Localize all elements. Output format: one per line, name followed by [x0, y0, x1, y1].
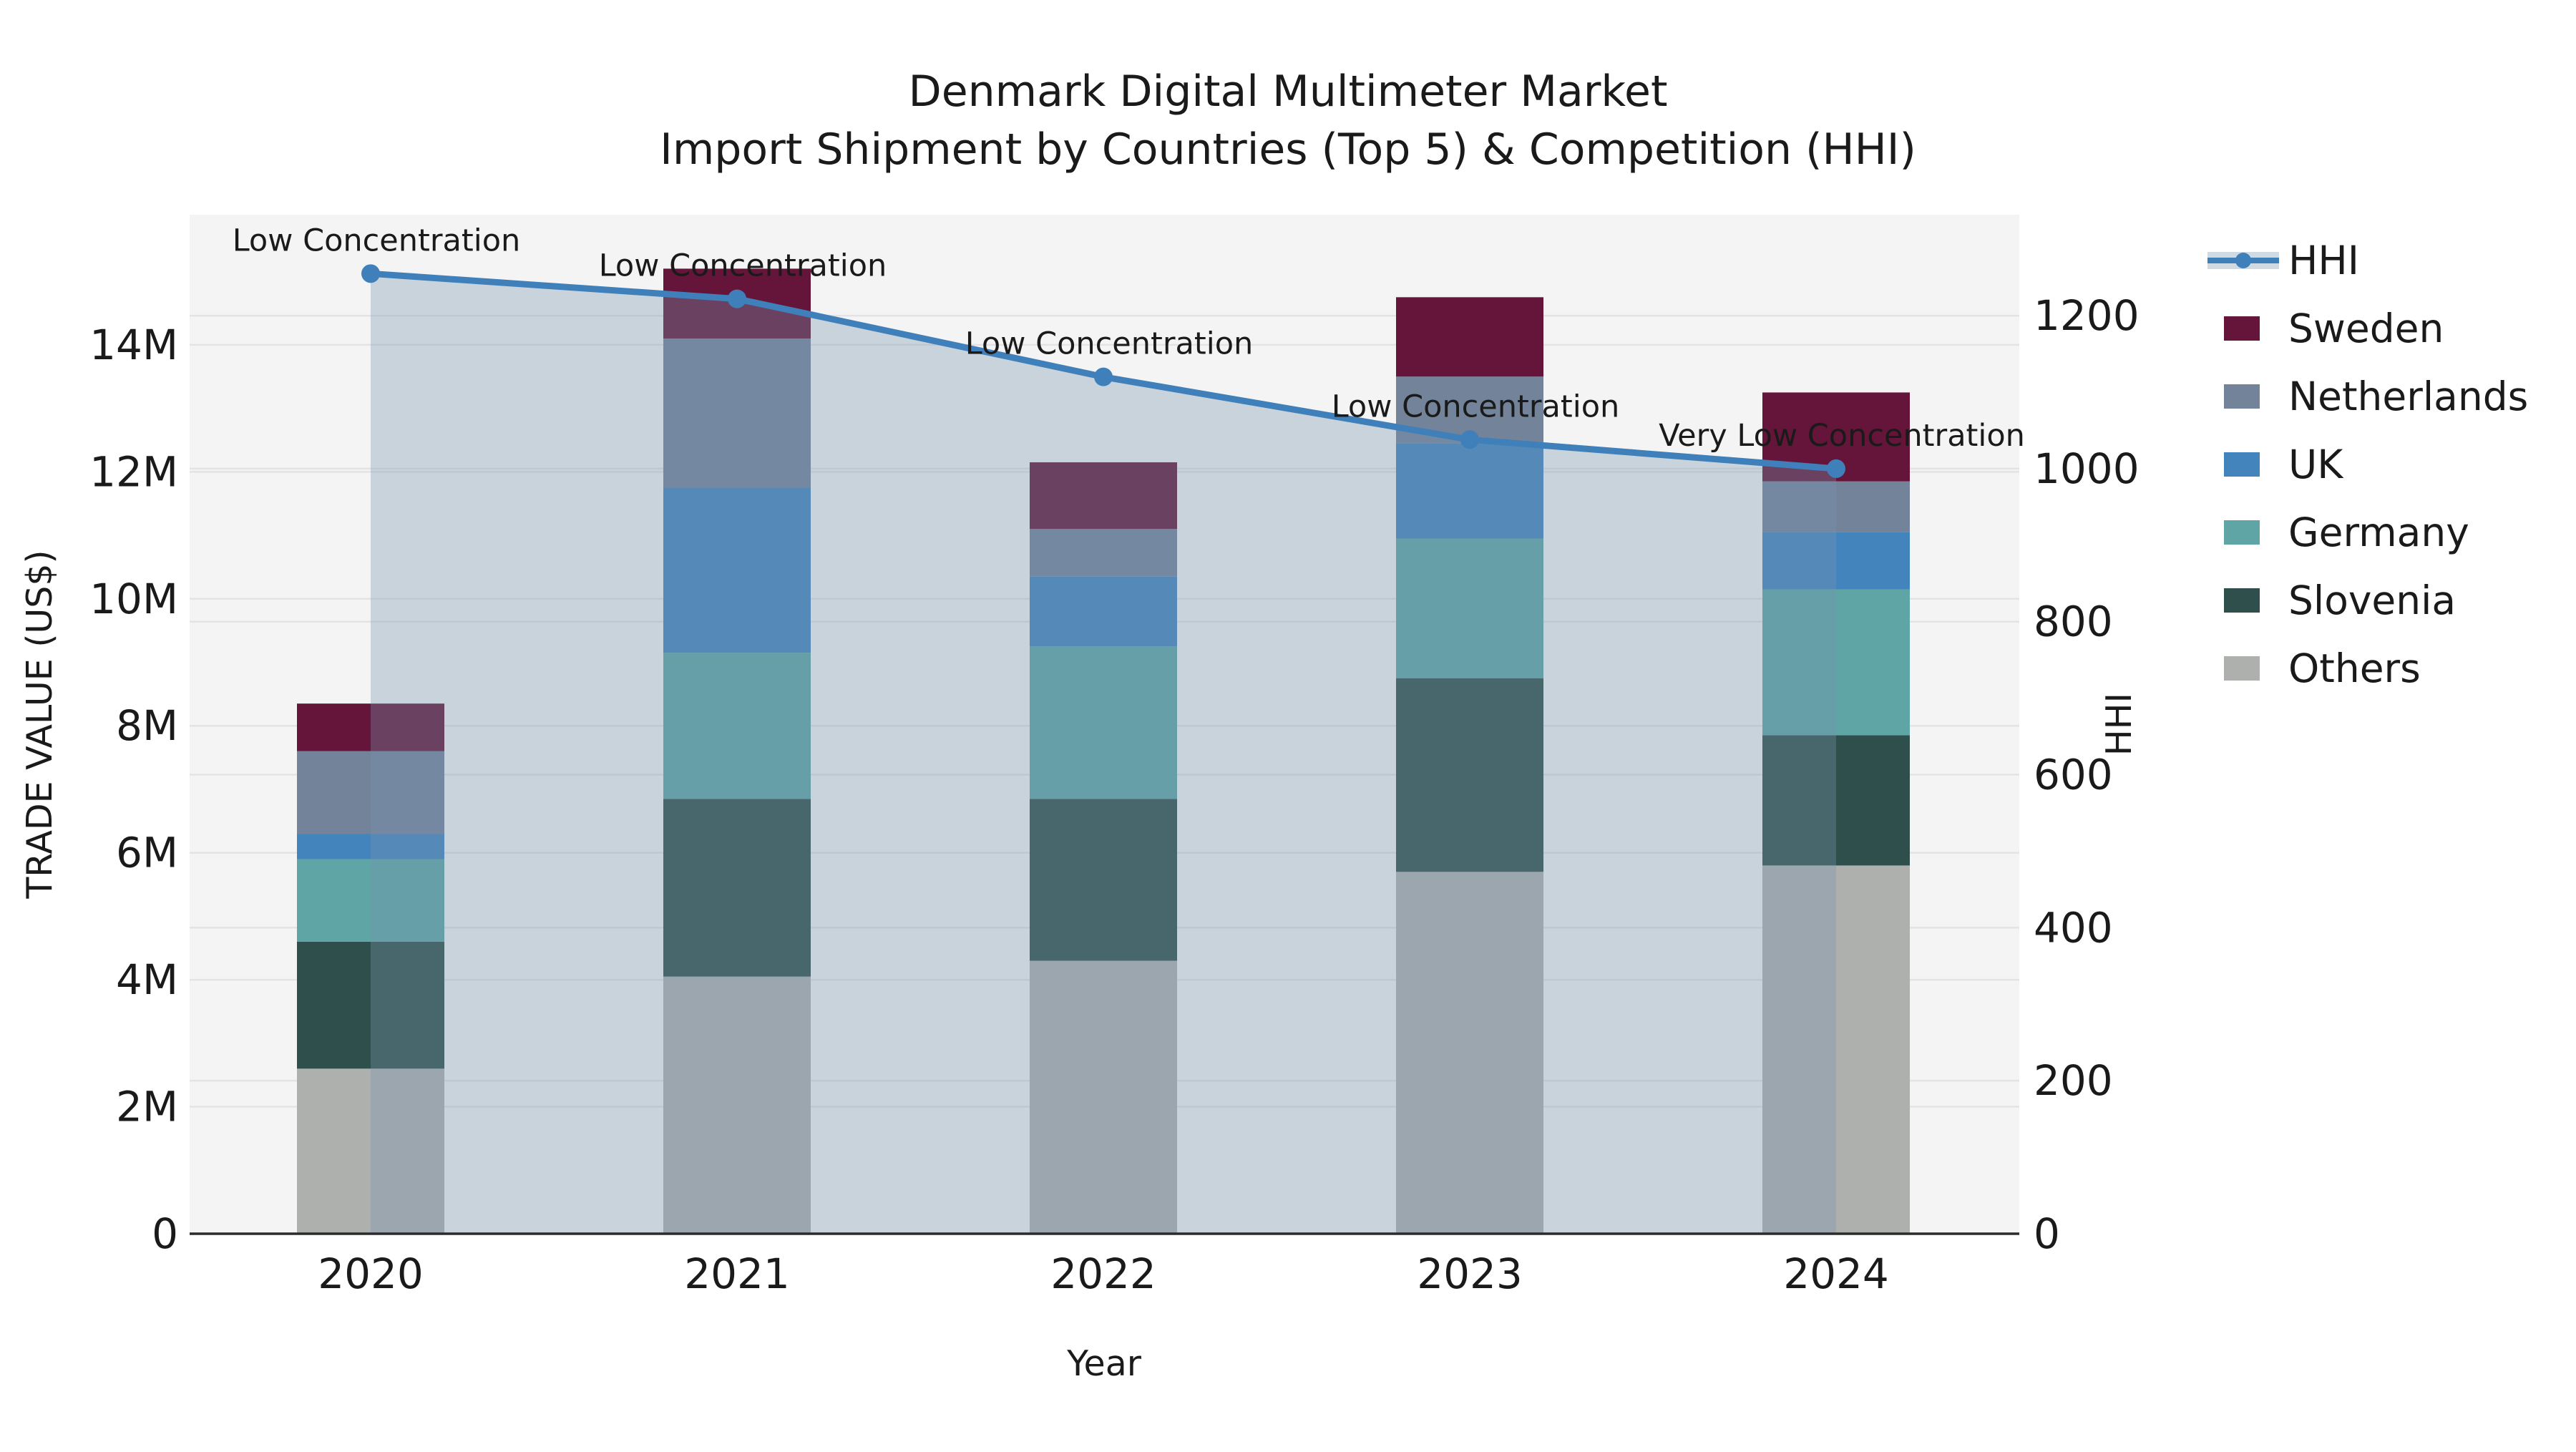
hhi-marker-2023 — [1460, 430, 1479, 449]
x-tick-2023: 2023 — [1417, 1249, 1523, 1298]
bar-segment-others-2020 — [297, 1068, 444, 1234]
legend-label-uk: UK — [2288, 442, 2344, 487]
bar-segment-others-2022 — [1030, 960, 1177, 1234]
legend-item-uk: UK — [2224, 442, 2344, 487]
legend-label-hhi: HHI — [2288, 238, 2359, 283]
annotation-2021: Low Concentration — [599, 248, 887, 284]
bar-segment-others-2023 — [1396, 872, 1543, 1234]
legend-swatch-sweden — [2224, 316, 2260, 341]
bar-segment-slovenia-2020 — [297, 941, 444, 1069]
bar-segment-netherlands-2021 — [663, 338, 811, 488]
bar-segment-uk-2023 — [1396, 443, 1543, 539]
x-tick-2020: 2020 — [318, 1249, 424, 1298]
bar-segment-uk-2022 — [1030, 576, 1177, 647]
y-left-tick-10M: 10M — [89, 575, 178, 623]
bar-segment-netherlands-2020 — [297, 751, 444, 834]
bar-segment-sweden-2022 — [1030, 462, 1177, 530]
legend-item-sweden: Sweden — [2224, 306, 2444, 351]
y-right-tick-800: 800 — [2034, 598, 2113, 646]
legend-swatch-uk — [2224, 452, 2260, 477]
bar-segment-uk-2020 — [297, 834, 444, 859]
y-axis-title-right: HHI — [2099, 693, 2140, 756]
hhi-area-fill — [371, 273, 1836, 1234]
bar-segment-sweden-2020 — [297, 703, 444, 751]
legend-swatch-netherlands — [2224, 384, 2260, 409]
bar-segment-sweden-2023 — [1396, 297, 1543, 377]
legend-swatch-others — [2224, 656, 2260, 681]
legend-label-sweden: Sweden — [2288, 306, 2444, 351]
legend-hhi-marker-swatch — [2235, 253, 2251, 268]
legend-label-netherlands: Netherlands — [2288, 374, 2528, 419]
chart-plot-area: Low Concentration Low Concentration Low Co… — [89, 215, 2528, 1298]
annotation-2024: Very Low Concentration — [1659, 418, 2025, 454]
legend-item-slovenia: Slovenia — [2224, 578, 2456, 623]
y-left-tick-8M: 8M — [116, 701, 178, 750]
bar-segment-uk-2021 — [663, 487, 811, 653]
legend-label-others: Others — [2288, 645, 2421, 691]
y-right-tick-1200: 1200 — [2034, 291, 2140, 340]
bar-segment-slovenia-2024 — [1762, 735, 1910, 866]
legend-swatch-slovenia — [2224, 588, 2260, 613]
bar-segment-others-2021 — [663, 976, 811, 1234]
bar-segment-germany-2022 — [1030, 646, 1177, 799]
x-axis-title: Year — [1066, 1343, 1142, 1384]
bar-segment-germany-2023 — [1396, 538, 1543, 678]
y-left-tick-6M: 6M — [116, 829, 178, 877]
chart-title-line2: Import Shipment by Countries (Top 5) & C… — [660, 125, 1916, 175]
hhi-marker-2022 — [1094, 367, 1113, 386]
legend-label-germany: Germany — [2288, 510, 2469, 555]
y-right-tick-200: 200 — [2034, 1056, 2113, 1105]
y-right-tick-400: 400 — [2034, 903, 2113, 952]
bar-segment-netherlands-2022 — [1030, 529, 1177, 577]
y-right-tick-1000: 1000 — [2034, 444, 2140, 493]
hhi-marker-2024 — [1827, 459, 1845, 478]
bar-segment-slovenia-2021 — [663, 799, 811, 977]
y-left-tick-4M: 4M — [116, 955, 178, 1004]
bar-segment-germany-2020 — [297, 859, 444, 942]
y-right-tick-600: 600 — [2034, 751, 2113, 799]
legend-label-slovenia: Slovenia — [2288, 578, 2456, 623]
y-left-tick-0: 0 — [152, 1209, 178, 1258]
bar-segment-netherlands-2024 — [1762, 481, 1910, 532]
x-tick-2021: 2021 — [684, 1249, 790, 1298]
y-axis-title-left: TRADE VALUE (US$) — [19, 550, 60, 899]
bar-segment-slovenia-2022 — [1030, 799, 1177, 961]
bar-segment-germany-2024 — [1762, 589, 1910, 736]
bar-segment-others-2024 — [1762, 865, 1910, 1234]
legend-swatch-germany — [2224, 520, 2260, 545]
bar-segment-germany-2021 — [663, 653, 811, 799]
legend-item-hhi: HHI — [2207, 238, 2359, 283]
y-left-tick-14M: 14M — [89, 321, 178, 369]
legend-item-others: Others — [2224, 645, 2421, 691]
y-right-tick-0: 0 — [2034, 1209, 2060, 1258]
annotation-2022: Low Concentration — [965, 326, 1254, 362]
chart-title-line1: Denmark Digital Multimeter Market — [909, 67, 1668, 117]
y-left-tick-2M: 2M — [116, 1083, 178, 1131]
bar-segment-slovenia-2023 — [1396, 678, 1543, 872]
annotation-2023: Low Concentration — [1332, 389, 1620, 424]
x-tick-2024: 2024 — [1783, 1249, 1889, 1298]
annotation-2020: Low Concentration — [233, 223, 521, 258]
y-left-tick-12M: 12M — [89, 447, 178, 496]
bar-segment-uk-2024 — [1762, 532, 1910, 590]
legend-item-netherlands: Netherlands — [2224, 374, 2528, 419]
legend-item-germany: Germany — [2224, 510, 2469, 555]
hhi-marker-2021 — [728, 289, 746, 308]
x-tick-2022: 2022 — [1050, 1249, 1156, 1298]
hhi-marker-2020 — [361, 264, 380, 283]
